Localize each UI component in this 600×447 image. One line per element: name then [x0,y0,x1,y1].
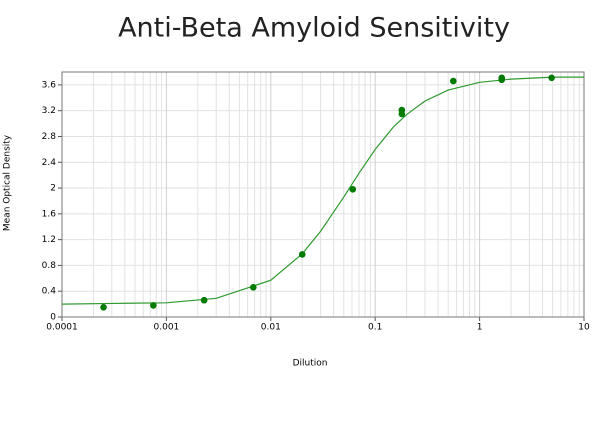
y-tick-label: 2 [50,184,56,194]
data-point [398,110,406,118]
y-tick-label: 1.2 [42,235,56,245]
data-point [298,251,306,258]
y-tick-label: 0 [50,313,56,323]
y-tick-label: 2.4 [42,158,57,168]
x-tick-label: 0.1 [368,323,382,333]
data-point [200,296,208,304]
data-point [450,77,457,85]
y-axis-label: Mean Optical Density [3,134,13,231]
y-tick-label: 3.2 [42,106,56,116]
x-tick-label: 0.0001 [46,323,78,333]
data-point [548,74,555,82]
data-point [349,186,357,193]
x-tick-label: 1 [477,323,483,333]
data-point [498,76,506,84]
x-tick-label: 10 [578,323,590,333]
chart-title: Anti-Beta Amyloid Sensitivity [118,13,510,44]
y-tick-label: 0.4 [42,287,57,297]
x-axis-label: Dilution [293,359,328,369]
plot-frame [61,71,585,318]
data-point [250,284,257,291]
y-tick-label: 3.6 [42,80,57,90]
data-point [100,304,107,311]
fit-curve [61,76,584,305]
data-point [150,302,157,309]
y-tick-label: 2.8 [42,132,57,142]
y-tick-label: 0.8 [42,261,57,271]
x-tick-label: 0.01 [261,323,281,333]
x-tick-label: 0.001 [154,323,180,333]
y-tick-label: 1.6 [42,209,57,219]
